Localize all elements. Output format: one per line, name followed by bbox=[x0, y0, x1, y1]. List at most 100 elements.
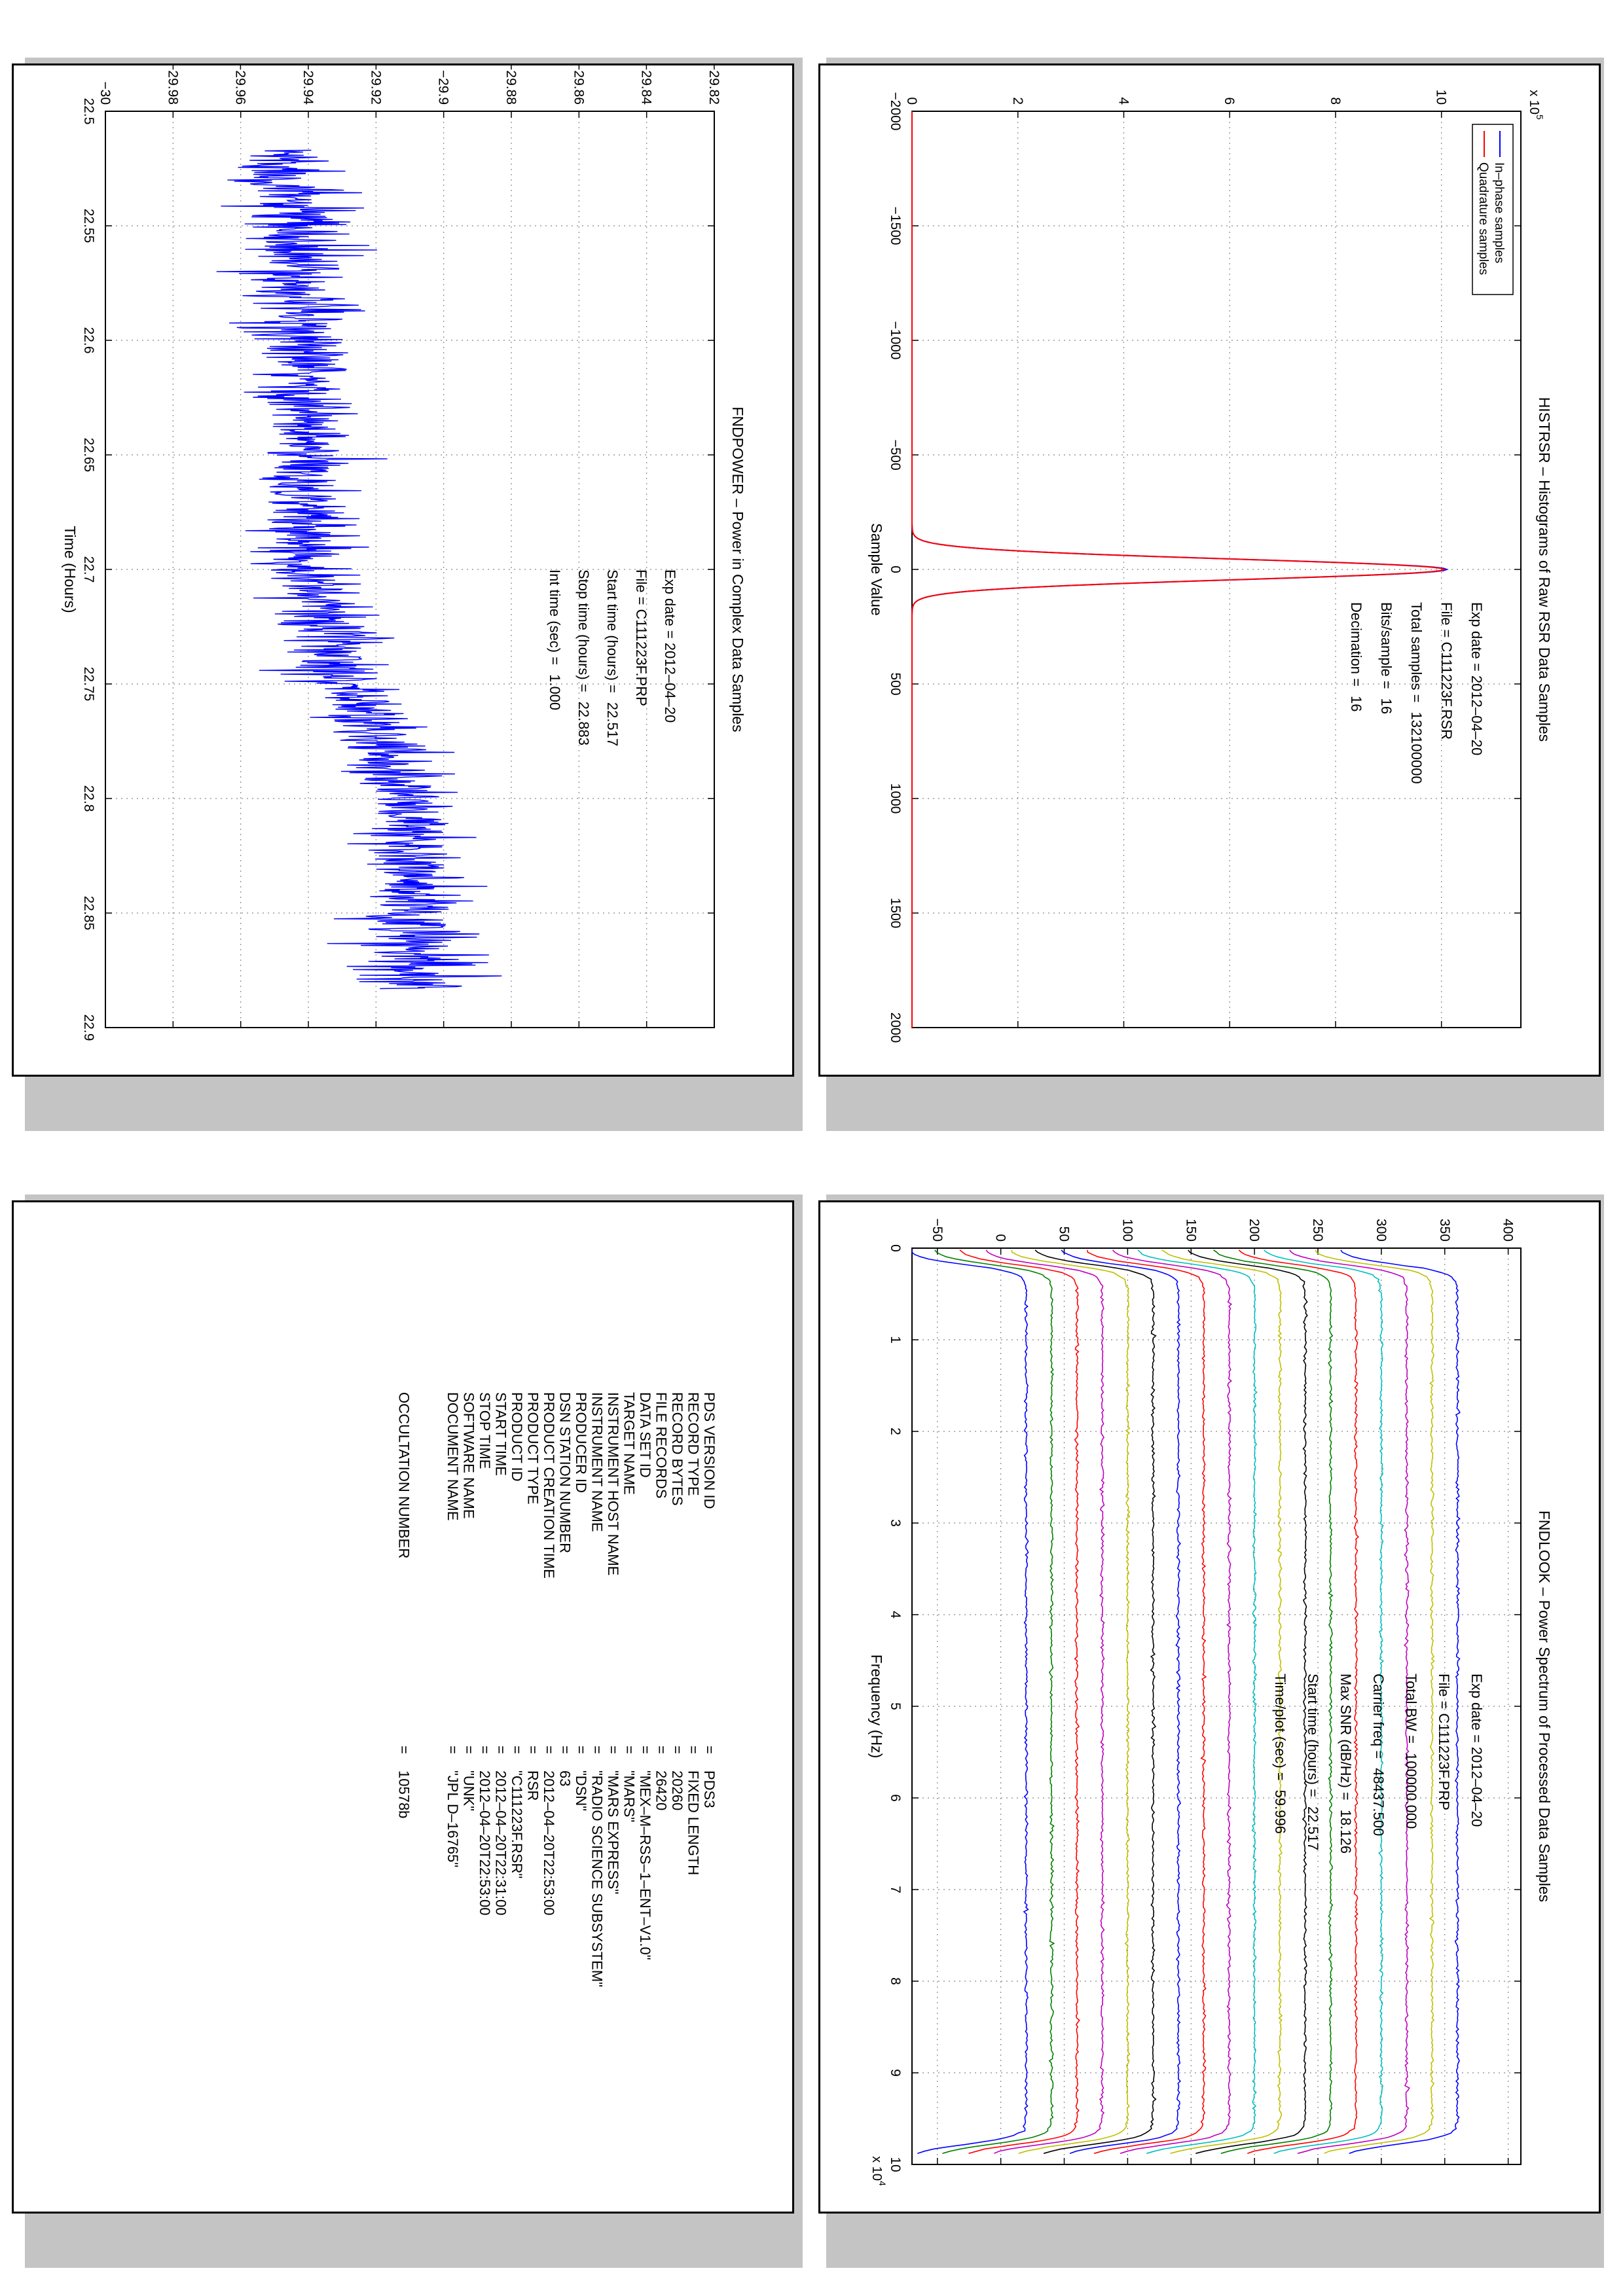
x-tick-label: 1500 bbox=[888, 898, 903, 929]
info-value: 1.000 bbox=[547, 674, 563, 710]
info-line: Max SNR (dB/Hz) = 18.126 bbox=[1338, 1674, 1354, 1854]
label-equals: = bbox=[396, 1746, 412, 1754]
label-value: "MARS" bbox=[621, 1770, 638, 1822]
y-tick-label: 4 bbox=[1116, 97, 1131, 105]
spectrum-line-1 bbox=[1315, 1249, 1435, 2154]
label-key: INSTRUMENT NAME bbox=[589, 1392, 606, 1532]
spectrum-line-10 bbox=[1087, 1249, 1207, 2154]
spectrum-line-15 bbox=[959, 1249, 1080, 2154]
y-tick-label: −30 bbox=[98, 81, 113, 105]
info-line: Exp date = 2012–04–20 bbox=[1468, 602, 1485, 755]
label-value: "C111223F.RSR" bbox=[509, 1770, 525, 1878]
label-equals: = bbox=[461, 1746, 477, 1754]
label-key: RECORD BYTES bbox=[669, 1392, 685, 1506]
label-key: OCCULTATION NUMBER bbox=[396, 1392, 412, 1558]
label-equals: = bbox=[573, 1746, 589, 1754]
spectrum-line-9 bbox=[1112, 1249, 1232, 2154]
y-tick-label: −29.88 bbox=[503, 65, 519, 105]
label-equals: = bbox=[669, 1746, 685, 1754]
x-tick-label: 0 bbox=[888, 565, 903, 573]
spectrum-line-0 bbox=[1340, 1249, 1461, 2154]
y-tick-label: 10 bbox=[1434, 90, 1449, 105]
x-tick-label: 6 bbox=[888, 1794, 903, 1802]
chart-title: FNDLOOK – Power Spectrum of Processed Da… bbox=[1536, 1511, 1553, 1902]
spectrum-line-6 bbox=[1188, 1249, 1308, 2154]
x-tick-label: 22.85 bbox=[81, 896, 96, 931]
label-equals: = bbox=[541, 1746, 557, 1754]
label-value: "MARS EXPRESS" bbox=[605, 1770, 621, 1894]
spectrum-line-16 bbox=[934, 1249, 1055, 2154]
info-line: Exp date = 2012–04–20 bbox=[662, 569, 678, 723]
x-axis-label: Frequency (Hz) bbox=[868, 1655, 885, 1758]
label-key: STOP TIME bbox=[477, 1392, 493, 1469]
label-equals: = bbox=[605, 1746, 621, 1754]
x-tick-label: 3 bbox=[888, 1519, 903, 1527]
info-label: Exp date = 2012–04–20 bbox=[662, 569, 678, 723]
info-value: 132100000 bbox=[1408, 711, 1425, 783]
x-tick-label: 1 bbox=[888, 1336, 903, 1344]
y-tick-label: 100 bbox=[1120, 1219, 1135, 1242]
label-key: DOCUMENT NAME bbox=[445, 1392, 461, 1520]
y-tick-label: 300 bbox=[1374, 1219, 1389, 1242]
label-equals: = bbox=[509, 1746, 525, 1754]
info-line: Decimation = 16 bbox=[1348, 602, 1364, 712]
plot-frame bbox=[911, 111, 1522, 1028]
y-tick-label: −29.98 bbox=[165, 65, 180, 105]
x-axis-label: Time (Hours) bbox=[62, 526, 79, 613]
y-tick-label: −29.84 bbox=[639, 65, 654, 105]
label-value: 2012–04–20T22:31:00 bbox=[493, 1770, 509, 1915]
x-tick-label: 2000 bbox=[888, 1013, 903, 1043]
info-line: File = C111223F.PRP bbox=[633, 569, 649, 706]
info-value: 100000.000 bbox=[1403, 1753, 1419, 1829]
label-value: PDS3 bbox=[701, 1770, 718, 1808]
x-tick-label: −1500 bbox=[888, 207, 903, 245]
y-multiplier: x 105 bbox=[1527, 90, 1545, 120]
label-key: PRODUCER ID bbox=[573, 1392, 589, 1493]
label-equals: = bbox=[685, 1746, 702, 1754]
info-label: Max SNR (dB/Hz) = bbox=[1338, 1674, 1354, 1801]
info-label: File = C111223F.PRP bbox=[1436, 1674, 1452, 1810]
info-value: 16 bbox=[1348, 696, 1364, 711]
y-multiplier-base: x 10 bbox=[1527, 90, 1541, 115]
fndlook-chart: 0 1 2 3 4 5 6 7 8 9 10 −50 0 50 100 150 200 250 300 350 400 F… bbox=[868, 1218, 1553, 2186]
label-value: "DSN" bbox=[573, 1770, 589, 1811]
label-key: DATA SET ID bbox=[637, 1392, 653, 1478]
label-value: "UNK" bbox=[461, 1770, 477, 1811]
label-value: 63 bbox=[557, 1770, 574, 1786]
legend-entry: In–phase samples bbox=[1492, 162, 1506, 263]
x-tick-label: 9 bbox=[888, 2069, 903, 2077]
x-tick-label: 22.9 bbox=[81, 1014, 96, 1041]
label-value: 26420 bbox=[653, 1770, 670, 1810]
spectrum-line-14 bbox=[985, 1249, 1105, 2154]
info-label: Exp date = 2012–04–20 bbox=[1468, 602, 1485, 755]
label-equals: = bbox=[701, 1746, 718, 1754]
label-value: "JPL D–16765" bbox=[445, 1770, 461, 1867]
x-tick-label: 8 bbox=[888, 1977, 903, 1985]
label-equals: = bbox=[637, 1746, 653, 1754]
x-tick-label: 22.5 bbox=[81, 98, 96, 125]
y-tick-label: −29.92 bbox=[368, 65, 383, 105]
label-value: 20260 bbox=[669, 1770, 685, 1810]
info-line: Exp date = 2012–04–20 bbox=[1468, 1674, 1485, 1827]
info-value: 22.883 bbox=[575, 702, 592, 745]
x-tick-label: 22.6 bbox=[81, 327, 96, 354]
fndlook-panel: 0 1 2 3 4 5 6 7 8 9 10 −50 0 50 100 150 200 250 300 350 400 F… bbox=[818, 1200, 1601, 2214]
info-label: Decimation = bbox=[1348, 602, 1364, 687]
label-key: PRODUCT CREATION TIME bbox=[541, 1392, 557, 1579]
info-label: Start time (hours) = bbox=[1305, 1674, 1321, 1797]
info-label: Exp date = 2012–04–20 bbox=[1468, 1674, 1485, 1827]
x-multiplier-exp: 4 bbox=[877, 2181, 888, 2186]
series-line-1 bbox=[911, 111, 1446, 1028]
label-equals: = bbox=[445, 1746, 461, 1754]
label-key: FILE RECORDS bbox=[653, 1392, 670, 1499]
label-value: 2012–04–20T22:53:00 bbox=[477, 1770, 493, 1915]
x-tick-label: 500 bbox=[888, 672, 903, 695]
spectrum-line-8 bbox=[1137, 1249, 1258, 2154]
label-value: "RADIO SCIENCE SUBSYSTEM" bbox=[589, 1770, 606, 1987]
legend-entry: Quadrature samples bbox=[1476, 162, 1490, 275]
info-value: 59.996 bbox=[1272, 1790, 1288, 1834]
x-tick-label: 0 bbox=[888, 1244, 903, 1252]
histrsr-panel: −2000 −1500 −1000 −500 0 500 1000 1500 2000 0 2 4 6 8… bbox=[818, 63, 1601, 1077]
chart-title: FNDPOWER – Power in Complex Data Samples bbox=[729, 406, 746, 732]
